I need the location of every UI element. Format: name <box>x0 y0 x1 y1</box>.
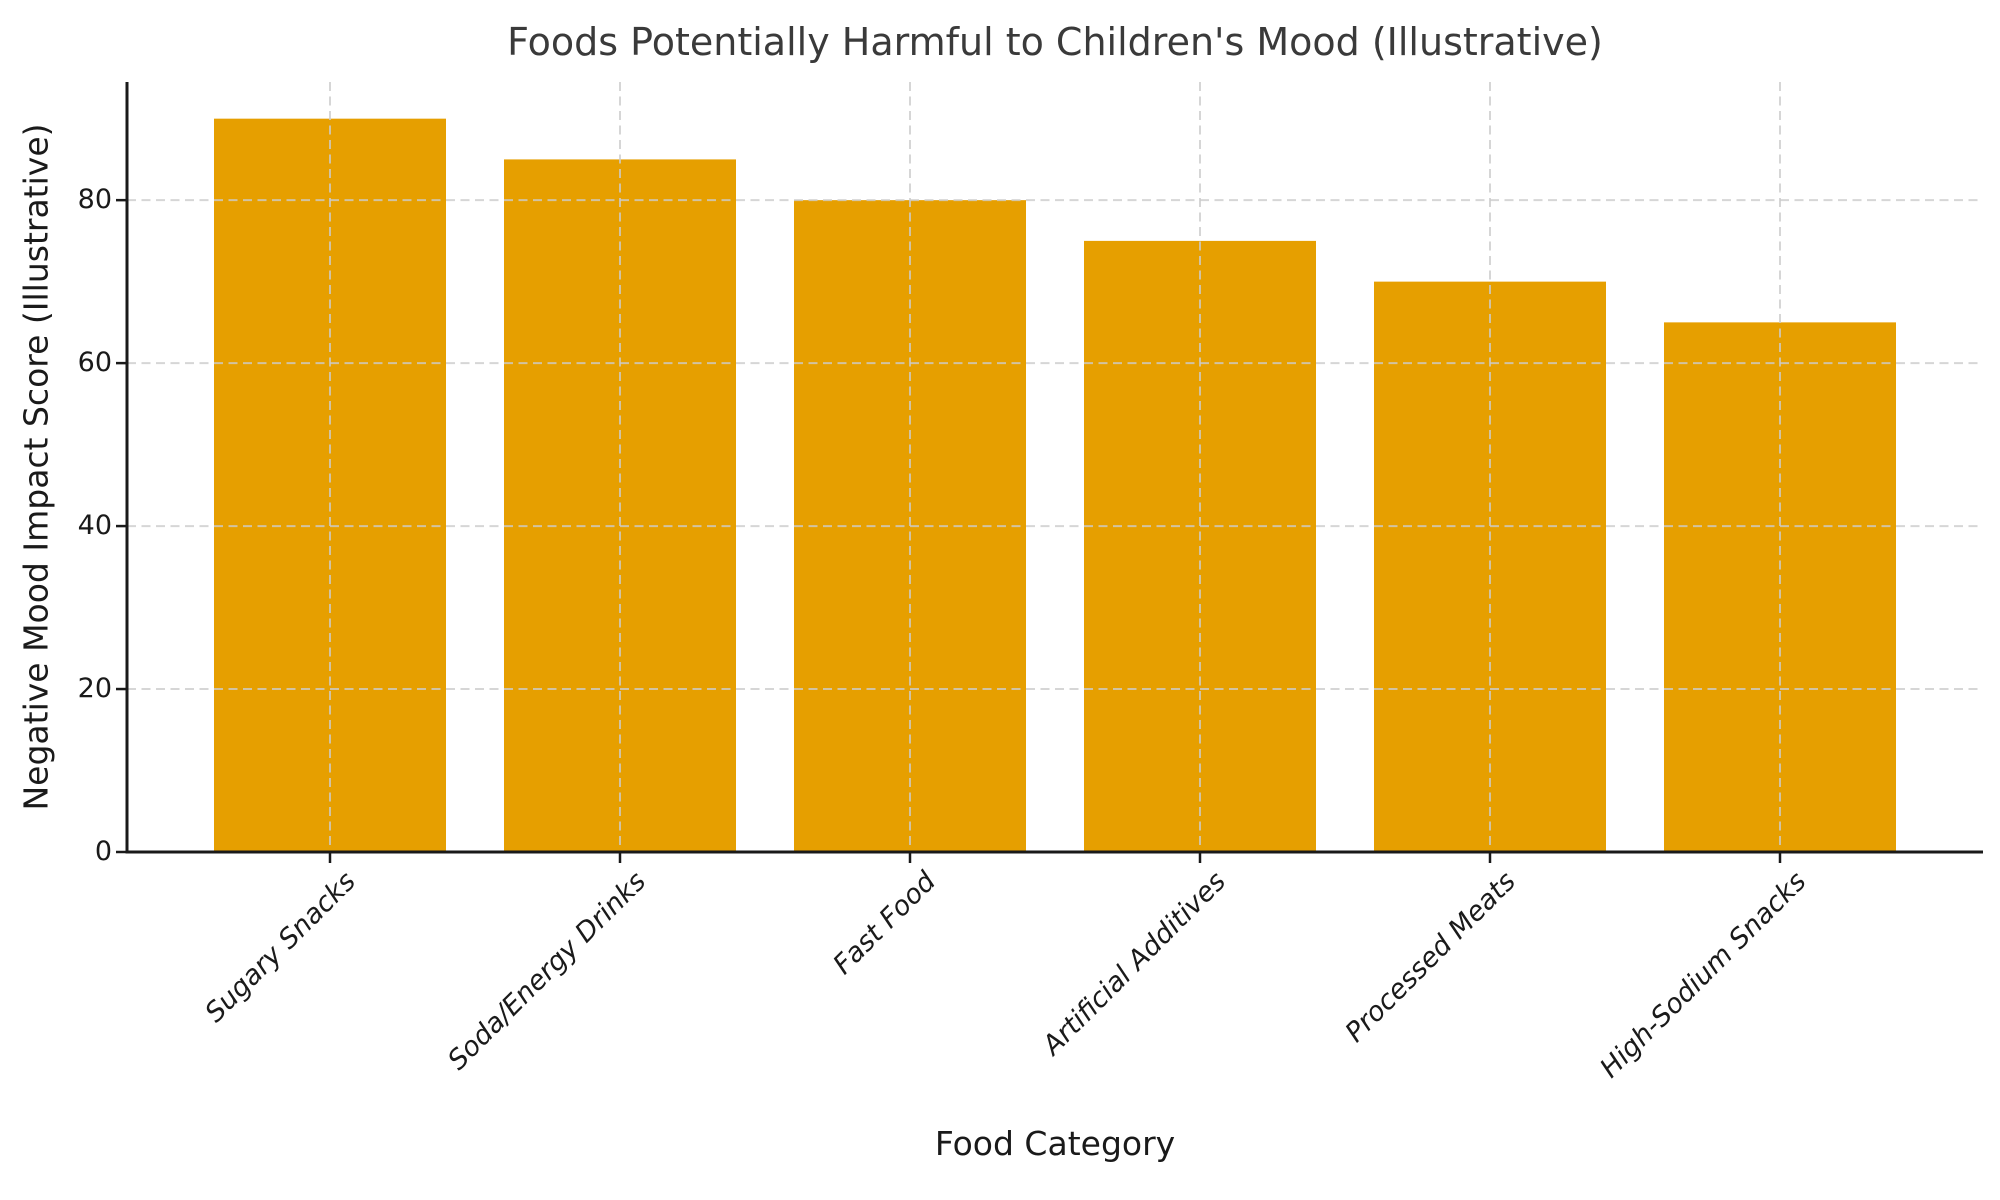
y-axis-label: Negative Mood Impact Score (Illustrative… <box>16 123 56 811</box>
ytick-label-0: 0 <box>94 836 112 867</box>
chart-title: Foods Potentially Harmful to Children's … <box>507 20 1603 64</box>
x-axis-label: Food Category <box>934 1124 1176 1163</box>
ytick-label-60: 60 <box>77 347 112 379</box>
ytick-label-80: 80 <box>77 184 112 216</box>
ytick-label-40: 40 <box>77 510 112 542</box>
ytick-label-20: 20 <box>77 673 112 705</box>
bar-sugary-snacks <box>214 118 446 852</box>
